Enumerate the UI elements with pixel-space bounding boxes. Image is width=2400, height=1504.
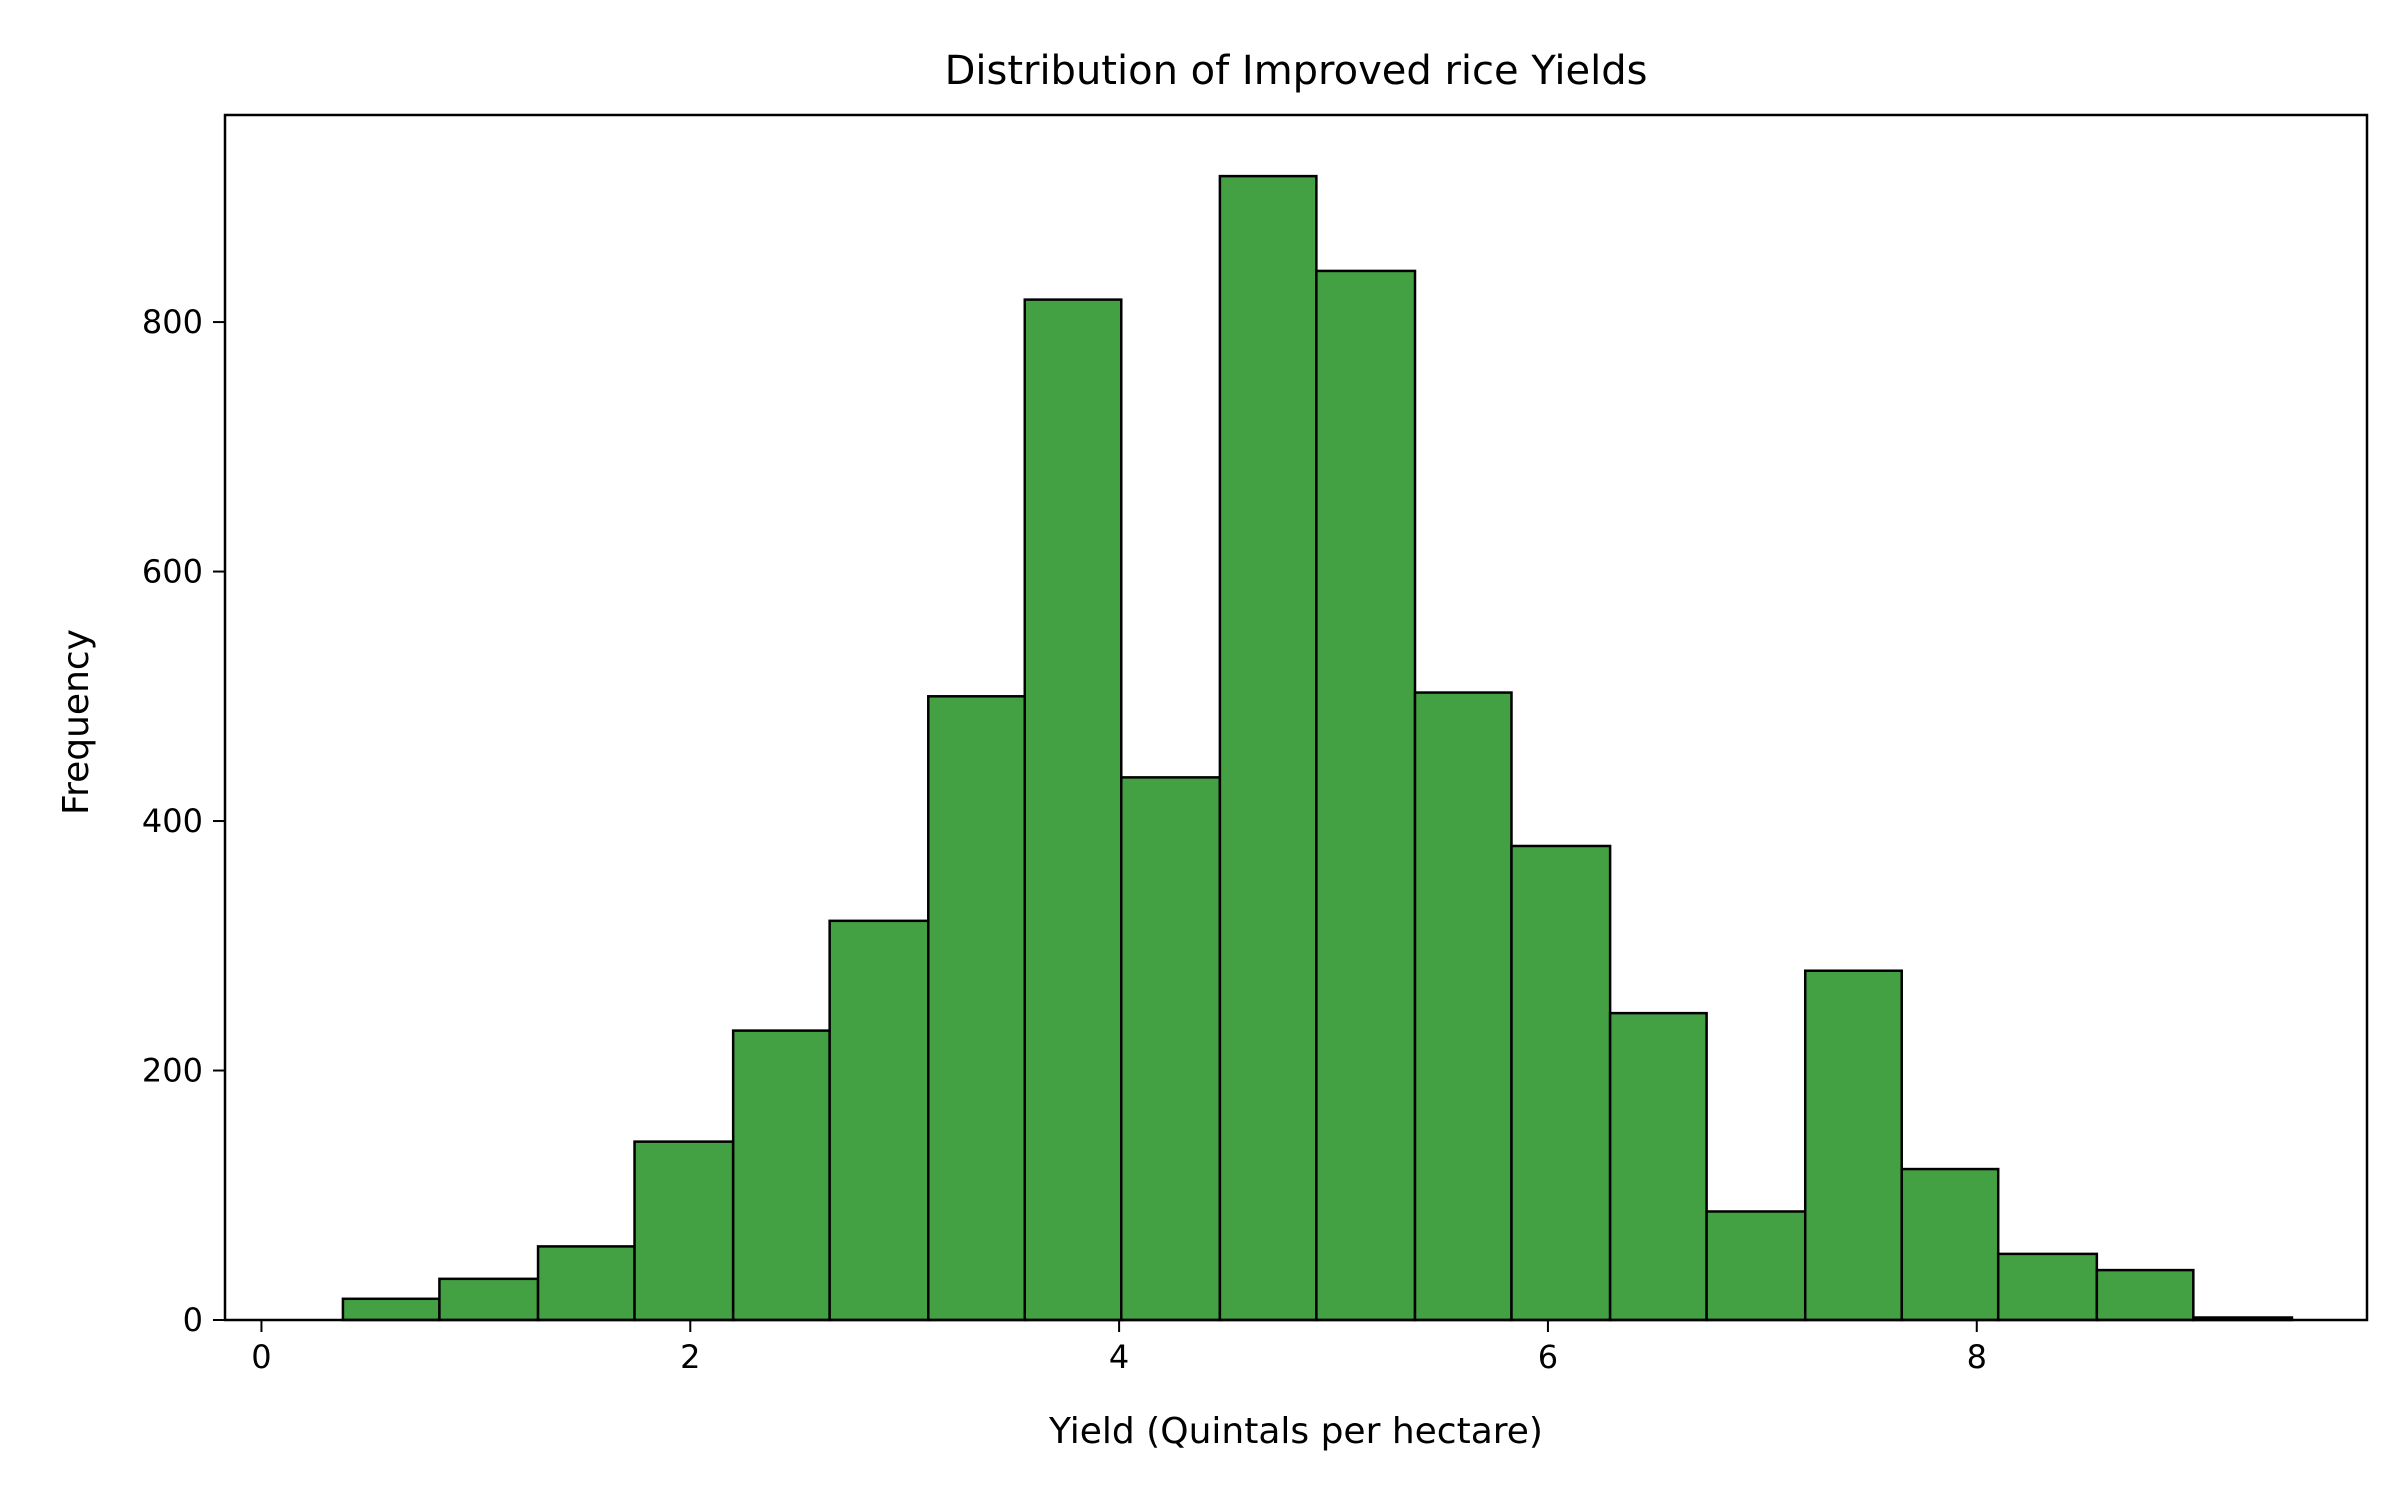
histogram-bar — [2095, 1268, 2195, 1322]
histogram-bar — [341, 1297, 441, 1322]
x-axis-label: Yield (Quintals per hectare) — [1048, 1411, 1543, 1452]
histogram-bar — [731, 1029, 831, 1322]
histogram-bar — [1413, 691, 1513, 1322]
histogram-bar — [828, 919, 930, 1322]
histogram-bar — [1996, 1252, 2099, 1322]
histogram-bar — [438, 1277, 540, 1322]
x-tick-label: 4 — [1109, 1338, 1129, 1376]
bars-layer — [341, 174, 2294, 1322]
histogram-bar — [536, 1245, 636, 1322]
x-tick-label: 0 — [251, 1338, 271, 1376]
plot-frame — [223, 113, 2369, 1322]
y-tick-label: 800 — [142, 303, 203, 341]
histogram-bar — [1803, 969, 1903, 1322]
histogram-bar — [927, 695, 1027, 1322]
histogram-bar — [1900, 1167, 2000, 1322]
x-tick-label: 6 — [1538, 1338, 1558, 1376]
y-tick-label: 200 — [142, 1052, 203, 1090]
histogram-bar — [1608, 1011, 1708, 1322]
y-tick-label: 600 — [142, 553, 203, 591]
histogram-bar — [1705, 1210, 1807, 1322]
y-tick-label: 0 — [183, 1301, 203, 1339]
y-tick-label: 400 — [142, 802, 203, 840]
histogram-bar — [1218, 174, 1318, 1322]
histogram-bar — [633, 1140, 735, 1322]
x-tick-label: 2 — [680, 1338, 700, 1376]
x-tick-label: 8 — [1967, 1338, 1987, 1376]
axes-layer: 0 2 4 6 8 0 200 400 600 800 — [142, 303, 1987, 1376]
histogram-bar — [1120, 776, 1222, 1322]
chart-title: Distribution of Improved rice Yields — [945, 48, 1648, 94]
histogram-bar — [1510, 844, 1612, 1322]
y-axis-label: Frequency — [56, 629, 97, 815]
histogram-bar — [1315, 269, 1417, 1322]
histogram-bar — [1023, 298, 1123, 1322]
